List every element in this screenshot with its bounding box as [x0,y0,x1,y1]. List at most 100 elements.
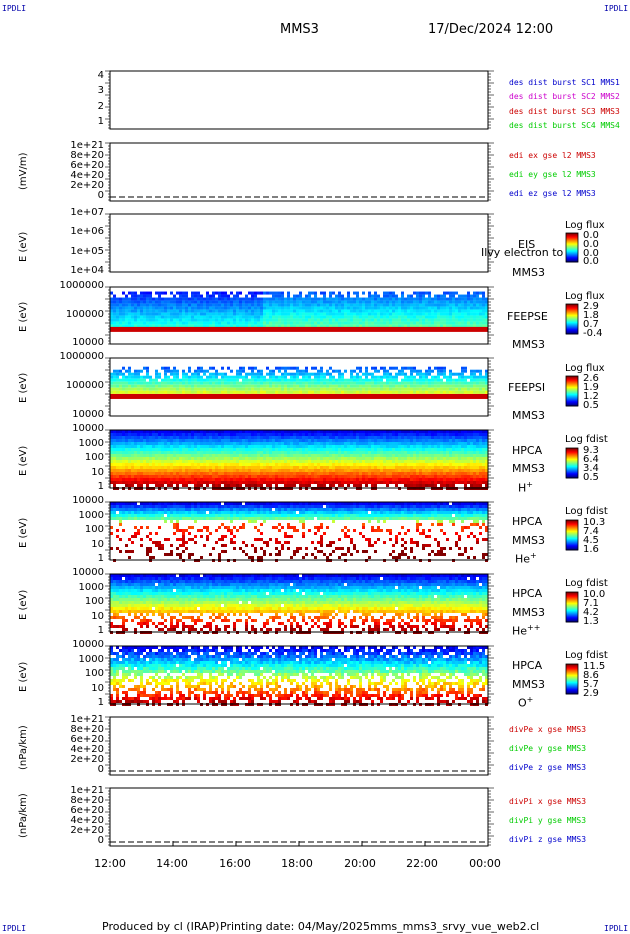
p6-spectro-cell [410,481,413,484]
p4-spectro-cell [338,306,341,310]
p5-spectro-cell [224,378,227,382]
p6-spectro-cell [230,445,233,448]
p6-spectro-cell [278,469,281,472]
p6-spectro-cell [308,448,311,451]
p6-spectro-cell [197,454,200,457]
p6-spectro-cell [383,475,386,478]
p6-spectro-cell [245,466,248,469]
p6-spectro-cell [392,448,395,451]
p6-spectro-cell [248,472,251,475]
p6-spectro-cell [224,466,227,469]
p6-spectro-cell [317,472,320,475]
p6-spectro-cell [446,445,449,448]
p5-spectro-cell [170,369,173,373]
p6-spectro-cell [389,451,392,454]
p4-spectro-cell [221,324,224,328]
p4-spectro-cell [482,321,485,325]
p6-spectro-cell [419,445,422,448]
p5-spectro-cell [479,384,482,388]
p5-spectro-cell [401,381,404,385]
p4-spectro-cell [476,312,479,316]
p5-spectro-cell [251,366,254,370]
p5-spectro-cell [281,381,284,385]
p6-spectro-cell [128,457,131,460]
p6-spectro-cell [134,475,137,478]
p6-spectro-cell [338,454,341,457]
p5-spectro-cell [434,387,437,391]
p4-spectro-cell [275,291,278,295]
p6-spectro-cell [248,484,251,487]
p6-spectro-cell [119,454,122,457]
p5-spectro-cell [284,390,287,394]
p4-spectro-cell [152,324,155,328]
p6-spectro-cell [302,454,305,457]
p5-spectro-cell [413,375,416,379]
p4-spectro-cell [446,297,449,301]
p4-spectro-cell [194,294,197,298]
p4-spectro-cell [416,297,419,301]
p6-spectro-cell [236,481,239,484]
p5-spectro-cell [464,369,467,373]
p4-spectro-cell [170,315,173,319]
p6-spectro-cell [425,442,428,445]
p6-spectro-cell [404,469,407,472]
p6-spectro-cell [317,454,320,457]
p6-spectro-cell [482,436,485,439]
p6-spectro-cell [386,472,389,475]
p6-spectro-cell [380,454,383,457]
p6-spectro-cell [239,448,242,451]
p5-spectro-cell [434,384,437,388]
p5-spectro-cell [380,381,383,385]
p6-spectro-cell [485,439,488,442]
p6-spectro-cell [194,439,197,442]
p4-spectro-cell [197,324,200,328]
p4-spectro-cell [308,312,311,316]
p6-spectro-cell [305,460,308,463]
p4-spectro-cell [125,321,128,325]
p4-spectro-cell [434,315,437,319]
p6-spectro-cell [173,430,176,433]
p4-spectro-cell [152,306,155,310]
p5-spectro-cell [356,384,359,388]
p6-spectro-cell [251,442,254,445]
p6-spectro-cell [341,469,344,472]
p5-spectro-cell [161,378,164,382]
p6-spectro-cell [149,469,152,472]
p6-spectro-cell [422,469,425,472]
p6-spectro-cell [473,445,476,448]
p5-spectro-cell [134,375,137,379]
p4-spectro-cell [239,318,242,322]
p6-spectro-cell [275,481,278,484]
p6-spectro-cell [362,466,365,469]
p6-spectro-cell [272,445,275,448]
p5-spectro-cell [473,384,476,388]
p6-spectro-cell [128,448,131,451]
p4-spectro-cell [329,303,332,307]
p6-spectro-cell [410,451,413,454]
p6-spectro-cell [434,466,437,469]
p4-spectro-cell [473,312,476,316]
p6-spectro-cell [179,469,182,472]
p5-spectro-cell [161,387,164,391]
p6-spectro-cell [326,472,329,475]
p6-spectro-cell [326,478,329,481]
p6-spectro-cell [281,439,284,442]
p4-spectro-cell [326,312,329,316]
p4-spectro-cell [182,315,185,319]
p6-spectro-cell [446,454,449,457]
p6-spectro-cell [380,439,383,442]
p6-spectro-cell [449,463,452,466]
p5-spectro-cell [137,375,140,379]
p6-spectro-cell [182,430,185,433]
p4-spectro-cell [266,315,269,319]
p6-spectro-cell [308,481,311,484]
p6-spectro-cell [263,451,266,454]
p4-spectro-cell [152,315,155,319]
p6-spectro-cell [290,457,293,460]
p6-spectro-cell [266,472,269,475]
p6-spectro-cell [305,481,308,484]
p6-spectro-cell [335,442,338,445]
p6-spectro-cell [419,460,422,463]
p6-spectro-cell [305,448,308,451]
p6-spectro-cell [152,472,155,475]
